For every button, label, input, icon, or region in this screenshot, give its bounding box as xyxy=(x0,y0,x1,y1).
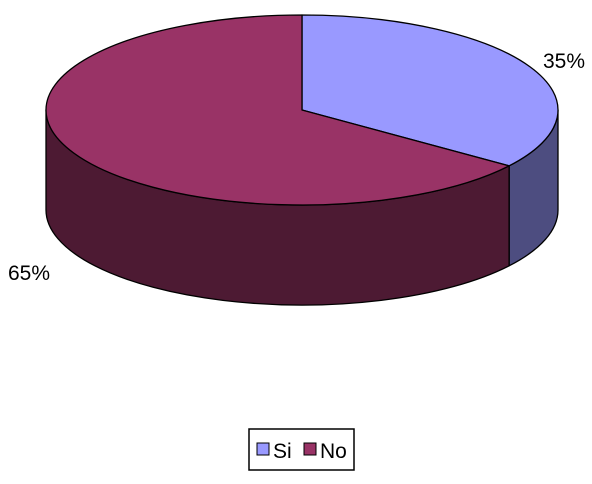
pie-top-group xyxy=(45,14,559,206)
legend-label-si: Si xyxy=(273,440,292,463)
legend: Si No xyxy=(248,428,355,471)
pie-side-group xyxy=(45,109,559,306)
data-label-no: 65% xyxy=(8,262,50,285)
pie-slice-no xyxy=(45,14,510,206)
pie-data-labels: 35% 65% xyxy=(8,50,585,285)
legend-label-no: No xyxy=(320,440,347,463)
legend-swatch-no xyxy=(303,442,317,456)
legend-swatch-si xyxy=(256,442,270,456)
data-label-si: 35% xyxy=(543,50,585,73)
pie-slice-si xyxy=(301,14,559,167)
